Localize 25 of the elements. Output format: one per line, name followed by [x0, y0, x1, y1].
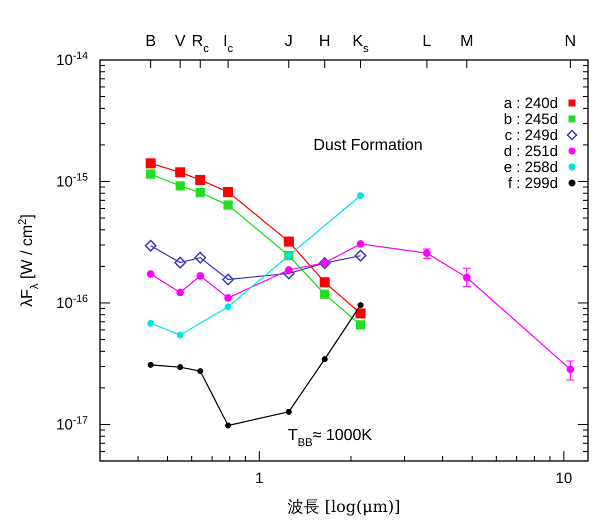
- annotation: J: [284, 33, 293, 50]
- legend-label: a : 240d: [504, 95, 558, 112]
- annotation: V: [174, 33, 186, 50]
- annotation: Dust Formation: [313, 137, 423, 154]
- annotation: N: [564, 33, 576, 50]
- legend-label: d : 251d: [504, 143, 558, 160]
- annotation: L: [422, 33, 432, 50]
- annotation: B: [145, 33, 156, 50]
- y-tick-label: 10$^{-17}$: [56, 414, 88, 434]
- annotation: I$_{c}$: [223, 33, 234, 55]
- annotation: R$_{c}$: [192, 33, 210, 55]
- legend-label: b : 245d: [504, 111, 558, 128]
- x-axis-title: 波長 [log(μm)]: [288, 497, 400, 516]
- x-tick-label: 10: [556, 470, 572, 487]
- y-tick-label: 10$^{-14}$: [56, 50, 88, 69]
- annotation: M: [460, 33, 474, 50]
- x-tick-label: 1: [255, 470, 264, 487]
- y-tick-label: 10$^{-15}$: [56, 171, 88, 190]
- annotation: K$_{s}$: [352, 33, 370, 55]
- legend-label: e : 258d: [504, 159, 558, 176]
- legend-label: c : 249d: [504, 127, 558, 144]
- annotation: T$_{BB}$≈ 1000K: [288, 427, 372, 449]
- legend-label: f : 299d: [508, 175, 558, 192]
- annotation: H: [318, 33, 330, 50]
- y-tick-label: 10$^{-16}$: [56, 292, 88, 312]
